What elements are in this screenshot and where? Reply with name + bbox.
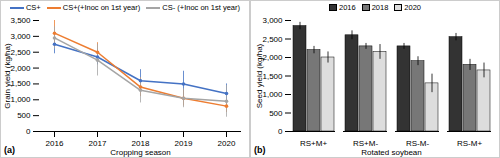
svg-text:Rotated soybean: Rotated soybean <box>361 148 422 157</box>
svg-text:RS+M+: RS+M+ <box>300 139 327 148</box>
svg-text:2020: 2020 <box>218 139 236 148</box>
svg-text:1,500: 1,500 <box>10 79 31 88</box>
svg-text:3,000: 3,000 <box>10 32 31 41</box>
svg-text:500: 500 <box>269 109 283 118</box>
html-text:(b): (b) <box>254 145 266 155</box>
html-text:CS+: CS+ <box>25 3 41 12</box>
svg-text:3,500: 3,500 <box>10 16 31 25</box>
html-text:(a): (a) <box>4 145 15 155</box>
svg-text:Cropping season: Cropping season <box>110 148 170 157</box>
svg-text:2,500: 2,500 <box>10 48 31 57</box>
svg-text:1,000: 1,000 <box>262 90 283 99</box>
svg-text:RS-M-: RS-M- <box>405 139 430 149</box>
svg-text:2,000: 2,000 <box>262 53 283 62</box>
svg-text:500: 500 <box>17 111 31 120</box>
svg-text:0: 0 <box>278 127 283 136</box>
svg-text:2,500: 2,500 <box>262 35 283 44</box>
svg-text:Seed yield (kg/ha): Seed yield (kg/ha) <box>255 43 264 108</box>
svg-text:2,000: 2,000 <box>10 64 31 73</box>
svg-text:2016: 2016 <box>46 139 64 148</box>
svg-text:3,000: 3,000 <box>262 16 283 25</box>
svg-text:RS+M-: RS+M- <box>352 139 379 149</box>
svg-text:RS-M+: RS-M+ <box>457 139 482 148</box>
svg-text:0: 0 <box>26 127 31 136</box>
svg-text:1,000: 1,000 <box>10 95 31 104</box>
html-text:CS- (+Inoc on 1st year): CS- (+Inoc on 1st year) <box>162 3 240 12</box>
svg-text:2017: 2017 <box>89 139 107 148</box>
svg-text:Grain yield (kg/ha): Grain yield (kg/ha) <box>3 43 12 109</box>
html-text:CS+(+Inoc on 1st year): CS+(+Inoc on 1st year) <box>62 3 141 12</box>
svg-text:2018: 2018 <box>131 139 150 149</box>
svg-text:2019: 2019 <box>175 139 193 148</box>
svg-text:1,500: 1,500 <box>262 72 283 81</box>
html-text:2020: 2020 <box>404 3 421 12</box>
html-text:2018: 2018 <box>371 3 389 12</box>
html-text:2016: 2016 <box>339 3 356 12</box>
